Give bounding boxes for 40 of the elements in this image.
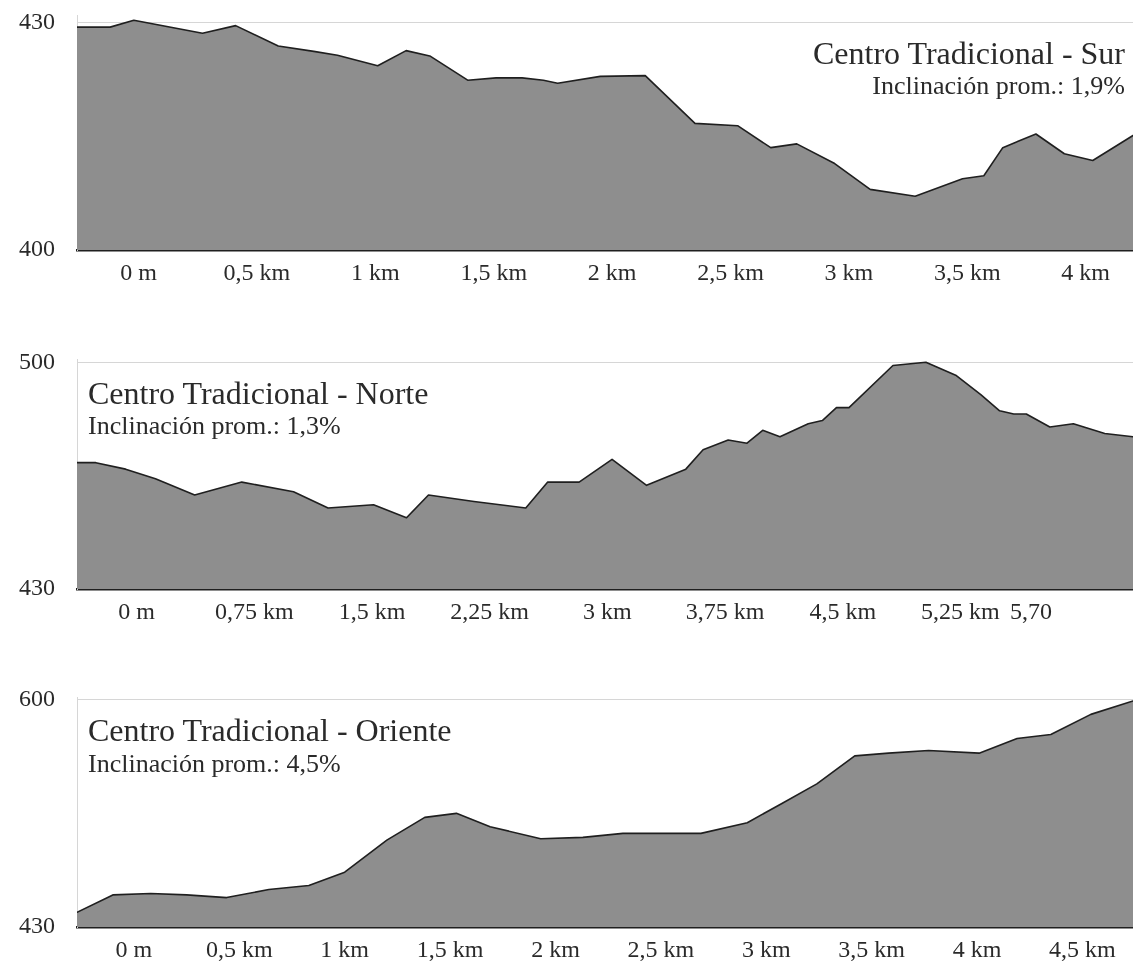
x-tick-label: 1,5 km — [338, 597, 406, 624]
x-tick-label: 3,75 km — [685, 597, 765, 624]
text: Inclinación prom.: 1,3% — [88, 411, 341, 441]
x-tick-label: 1 km — [320, 935, 370, 962]
text: Centro Tradicional - Norte — [88, 374, 429, 411]
text: Inclinación prom.: 4,5% — [88, 748, 341, 778]
x-tick-label: 1,5 km — [416, 935, 484, 962]
text: Centro Tradicional - Oriente — [88, 712, 452, 749]
y-tick-label: 430 — [19, 912, 55, 939]
x-tick-label: 1,5 km — [460, 258, 528, 285]
x-tick-label: 2,5 km — [697, 258, 765, 285]
x-tick-label: 1 km — [351, 258, 400, 285]
x-tick-label: 2,25 km — [450, 597, 530, 624]
y-tick-label: 430 — [19, 574, 55, 601]
x-tick-label: 0 m — [118, 597, 156, 624]
x-tick-label: 3,5 km — [933, 258, 1001, 285]
x-tick-label: 0 m — [115, 935, 153, 962]
x-tick-label: 2,5 km — [627, 935, 695, 962]
y-tick-label: 430 — [19, 7, 55, 34]
y-tick-label: 600 — [19, 684, 55, 711]
x-tick-label: 2 km — [531, 935, 581, 962]
x-tick-label: 0,75 km — [214, 597, 294, 624]
x-tick-label: 5,70 — [1010, 597, 1053, 624]
x-tick-label: 4,5 km — [809, 597, 877, 624]
text: Inclinación prom.: 1,9% — [872, 71, 1125, 101]
x-tick-label: 4 km — [952, 935, 1002, 962]
x-tick-label: 0 m — [120, 258, 158, 285]
x-tick-label: 3 km — [583, 597, 633, 624]
x-tick-label: 3,5 km — [838, 935, 906, 962]
text: Centro Tradicional - Sur — [813, 34, 1126, 71]
x-tick-label: 4,5 km — [1049, 935, 1117, 962]
y-tick-label: 400 — [19, 235, 55, 262]
x-tick-label: 0,5 km — [223, 258, 291, 285]
x-tick-label: 2 km — [587, 258, 637, 285]
x-tick-label: 5,25 km — [921, 597, 1001, 624]
x-tick-label: 3 km — [741, 935, 791, 962]
x-tick-label: 3 km — [824, 258, 874, 285]
x-tick-label: 4 km — [1061, 258, 1111, 285]
x-tick-label: 0,5 km — [205, 935, 273, 962]
y-tick-label: 500 — [19, 347, 55, 374]
